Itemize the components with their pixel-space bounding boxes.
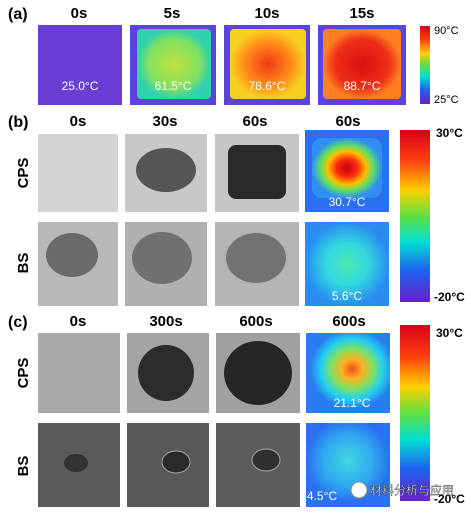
photo [64, 454, 88, 472]
colorbar [400, 130, 430, 302]
colorbar-min: -20°C [434, 492, 465, 506]
photo [38, 333, 120, 413]
thermal-image [38, 25, 122, 105]
time-label: 0s [71, 5, 88, 22]
thermal-image [137, 29, 211, 99]
colorbar-min: 25°C [434, 94, 459, 106]
thermal-image [306, 333, 390, 413]
panel-label: (a) [8, 6, 28, 23]
photo [228, 145, 286, 199]
colorbar [400, 325, 430, 501]
watermark: 材料分析与应用 [370, 483, 454, 498]
time-label: 60s [335, 113, 360, 130]
row-label: CPS [15, 358, 32, 389]
time-label: 30s [152, 113, 177, 130]
thermal-image [305, 222, 389, 306]
row-label: BS [15, 456, 32, 477]
temperature-label: 30.7°C [329, 195, 366, 209]
colorbar [420, 26, 430, 104]
photo [224, 341, 292, 405]
temperature-label: 61.5°C [155, 79, 192, 93]
time-label: 15s [349, 5, 374, 22]
time-label: 60s [242, 113, 267, 130]
watermark-icon [350, 481, 368, 499]
temperature-label: 78.6°C [249, 79, 286, 93]
temperature-label: 25.0°C [62, 79, 99, 93]
colorbar-max: 90°C [434, 25, 459, 37]
photo [226, 233, 286, 283]
row-label: BS [15, 253, 32, 274]
photo [136, 148, 196, 192]
panel-label: (c) [8, 314, 28, 331]
photo [138, 345, 194, 401]
photo [38, 134, 118, 212]
photo [46, 233, 98, 277]
temperature-label: 88.7°C [344, 79, 381, 93]
time-label: 0s [70, 313, 87, 330]
colorbar-max: 30°C [436, 326, 463, 340]
thermal-image [306, 423, 390, 507]
thermal-image [312, 138, 382, 198]
temperature-label: 4.5°C [307, 489, 337, 503]
time-label: 10s [254, 5, 279, 22]
colorbar-min: -20°C [434, 290, 465, 304]
photo [161, 450, 191, 474]
time-label: 5s [164, 5, 181, 22]
time-label: 600s [239, 313, 272, 330]
panel-label: (b) [8, 114, 28, 131]
time-label: 300s [149, 313, 182, 330]
temperature-label: 21.1°C [334, 396, 371, 410]
temperature-label: 5.6°C [332, 289, 362, 303]
photo [251, 448, 281, 472]
thermal-image [323, 29, 401, 99]
row-label: CPS [15, 158, 32, 189]
colorbar-max: 30°C [436, 126, 463, 140]
time-label: 600s [332, 313, 365, 330]
thermal-image [230, 29, 306, 99]
photo [132, 232, 192, 284]
time-label: 0s [70, 113, 87, 130]
